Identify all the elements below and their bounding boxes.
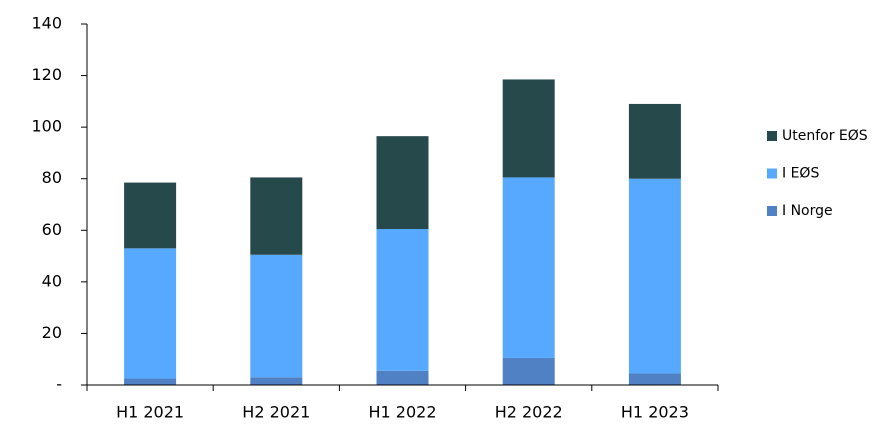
bar-segment (250, 254, 303, 378)
bar-segment (502, 177, 555, 358)
y-tick-label: 140 (31, 14, 62, 33)
bar-segment (250, 377, 303, 385)
bar-segment (376, 228, 429, 371)
bar-segment (250, 177, 303, 255)
legend-label: I Norge (782, 203, 833, 219)
x-tick-label: H1 2023 (621, 403, 689, 422)
bar-segment (124, 182, 177, 249)
bar-segment (502, 79, 555, 178)
x-tick-label: H2 2021 (242, 403, 310, 422)
bar-segment (124, 378, 177, 385)
y-tick-label: 40 (42, 271, 62, 290)
y-tick-label: 20 (42, 323, 62, 342)
y-tick-label: - (56, 375, 62, 394)
x-tick-label: H1 2021 (116, 403, 184, 422)
legend-swatch (767, 206, 777, 216)
legend-swatch (767, 168, 777, 179)
bar-segment (124, 248, 177, 379)
bar-segment (628, 103, 681, 179)
legend-label: Utenfor EØS (782, 128, 868, 144)
bar-segment (628, 178, 681, 374)
bar-segment (502, 357, 555, 385)
x-tick-label: H1 2022 (368, 403, 436, 422)
bar-segment (376, 370, 429, 385)
y-tick-label: 60 (42, 220, 62, 239)
bar-segment (376, 136, 429, 229)
x-tick-label: H2 2022 (495, 403, 563, 422)
legend-label: I EØS (782, 166, 819, 182)
y-tick-label: 100 (31, 117, 62, 136)
y-tick-label: 80 (42, 168, 62, 187)
legend-swatch (767, 131, 777, 141)
y-tick-label: 120 (31, 65, 62, 84)
bar-segment (628, 373, 681, 385)
